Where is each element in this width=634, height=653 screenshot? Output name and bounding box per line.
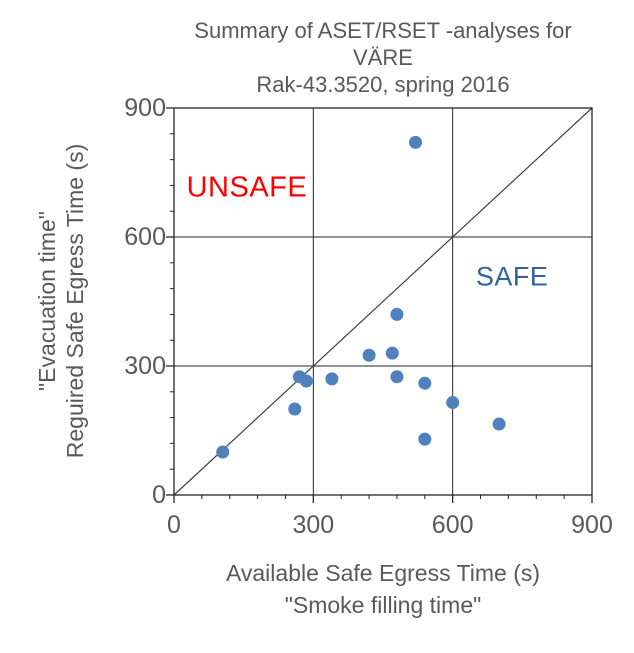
x-tick-label: 300 [292, 511, 335, 539]
data-point [492, 417, 506, 431]
data-point [288, 402, 302, 416]
diagonal-line [173, 107, 593, 496]
plot-border [173, 107, 593, 496]
data-point [299, 374, 313, 388]
data-point [362, 348, 376, 362]
chart-title: Summary of ASET/RSET -analyses for VÄRE … [174, 17, 592, 98]
data-point [418, 376, 432, 390]
data-point [325, 372, 339, 386]
x-axis-title-line2: "Smoke filling time" [284, 592, 482, 618]
data-point [390, 370, 404, 384]
x-tick-label: 0 [167, 511, 181, 539]
x-tick-label: 900 [571, 511, 613, 539]
y-tick-label: 300 [124, 352, 166, 380]
y-tick-label: 900 [124, 94, 166, 122]
chart-title-line2: Rak-43.3520, spring 2016 [256, 72, 510, 97]
data-point [390, 307, 404, 321]
data-point [216, 445, 230, 459]
annotation-unsafe: UNSAFE [186, 171, 308, 204]
data-point [446, 396, 460, 410]
annotation-safe: SAFE [475, 261, 549, 292]
x-axis-title: Available Safe Egress Time (s) "Smoke fi… [174, 557, 592, 621]
y-tick-label: 0 [152, 481, 166, 509]
y-tick-label: 600 [124, 223, 166, 251]
x-axis-title-line1: Available Safe Egress Time (s) [225, 560, 541, 586]
data-point [385, 346, 399, 360]
data-point [418, 432, 432, 446]
data-point [409, 135, 423, 149]
chart-title-line1: Summary of ASET/RSET -analyses for VÄRE [194, 18, 572, 70]
x-tick-label: 600 [431, 511, 474, 539]
